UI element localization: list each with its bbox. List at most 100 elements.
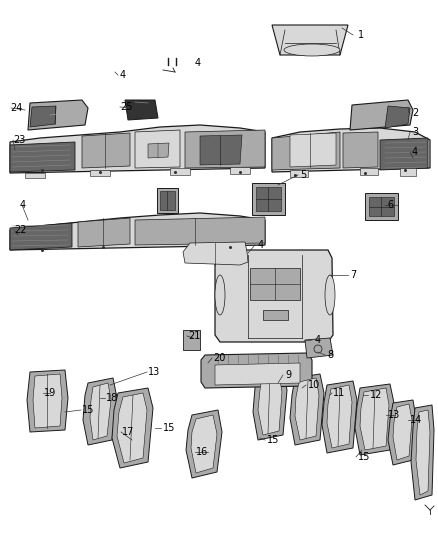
Polygon shape	[369, 197, 394, 216]
Polygon shape	[30, 106, 56, 127]
Polygon shape	[263, 310, 288, 320]
Polygon shape	[411, 405, 434, 500]
Text: 4: 4	[258, 240, 264, 250]
Polygon shape	[10, 213, 265, 250]
Text: 9: 9	[285, 370, 291, 380]
Text: 8: 8	[327, 350, 333, 360]
Text: 24: 24	[10, 103, 22, 113]
Polygon shape	[385, 106, 410, 128]
Polygon shape	[83, 378, 117, 445]
Polygon shape	[25, 173, 45, 178]
Polygon shape	[295, 378, 319, 440]
Text: 2: 2	[412, 108, 418, 118]
Polygon shape	[258, 374, 282, 435]
Polygon shape	[78, 218, 130, 247]
Text: 4: 4	[315, 335, 321, 345]
Text: 14: 14	[410, 415, 422, 425]
Text: 4: 4	[412, 147, 418, 157]
Polygon shape	[10, 223, 72, 250]
Ellipse shape	[284, 44, 340, 56]
Polygon shape	[215, 250, 333, 342]
Ellipse shape	[215, 275, 225, 315]
Text: 13: 13	[148, 367, 160, 377]
Polygon shape	[200, 135, 242, 165]
Polygon shape	[186, 410, 222, 478]
Polygon shape	[252, 183, 285, 215]
Polygon shape	[365, 193, 398, 220]
Text: 23: 23	[13, 135, 25, 145]
Polygon shape	[27, 370, 68, 432]
Text: 21: 21	[188, 331, 200, 341]
Polygon shape	[322, 381, 357, 453]
Polygon shape	[185, 130, 265, 168]
Polygon shape	[148, 143, 169, 158]
Polygon shape	[90, 383, 111, 440]
Text: 7: 7	[350, 270, 356, 280]
Polygon shape	[90, 170, 110, 176]
Polygon shape	[272, 128, 430, 172]
Text: 12: 12	[370, 390, 382, 400]
Polygon shape	[135, 217, 265, 245]
Polygon shape	[10, 142, 75, 172]
Polygon shape	[343, 132, 378, 168]
Polygon shape	[215, 363, 300, 385]
Text: 15: 15	[267, 435, 279, 445]
Polygon shape	[393, 404, 412, 460]
Ellipse shape	[314, 345, 322, 353]
Text: 6: 6	[387, 200, 393, 210]
Text: 15: 15	[82, 405, 94, 415]
Polygon shape	[157, 188, 178, 213]
Text: 25: 25	[120, 102, 133, 112]
Polygon shape	[112, 388, 153, 468]
Polygon shape	[28, 100, 88, 130]
Polygon shape	[360, 168, 378, 175]
Polygon shape	[183, 330, 200, 350]
Polygon shape	[355, 384, 394, 455]
Text: 4: 4	[20, 200, 26, 210]
Polygon shape	[10, 125, 265, 173]
Polygon shape	[290, 170, 308, 177]
Polygon shape	[360, 388, 389, 450]
Text: 17: 17	[122, 427, 134, 437]
Text: 5: 5	[300, 170, 306, 180]
Ellipse shape	[325, 275, 335, 315]
Text: 10: 10	[308, 380, 320, 390]
Text: 22: 22	[14, 225, 27, 235]
Polygon shape	[400, 168, 416, 176]
Polygon shape	[160, 191, 175, 210]
Polygon shape	[256, 187, 281, 211]
Polygon shape	[33, 374, 62, 428]
Polygon shape	[117, 393, 147, 463]
Polygon shape	[125, 100, 158, 120]
Polygon shape	[290, 133, 336, 167]
Polygon shape	[170, 168, 190, 175]
Polygon shape	[327, 385, 352, 448]
Text: 15: 15	[358, 452, 371, 462]
Polygon shape	[416, 410, 430, 495]
Polygon shape	[191, 415, 217, 473]
Polygon shape	[272, 25, 348, 55]
Polygon shape	[250, 268, 300, 300]
Polygon shape	[305, 338, 333, 358]
Text: 19: 19	[44, 388, 56, 398]
Polygon shape	[350, 100, 413, 130]
Polygon shape	[82, 133, 130, 168]
Text: 20: 20	[213, 353, 226, 363]
Text: 13: 13	[388, 410, 400, 420]
Polygon shape	[290, 374, 324, 445]
Polygon shape	[201, 353, 312, 388]
Polygon shape	[230, 167, 250, 174]
Polygon shape	[135, 130, 180, 168]
Text: 4: 4	[120, 70, 126, 80]
Text: 15: 15	[163, 423, 175, 433]
Text: 16: 16	[196, 447, 208, 457]
Polygon shape	[388, 400, 416, 465]
Polygon shape	[380, 138, 428, 170]
Text: 4: 4	[195, 58, 201, 68]
Text: 1: 1	[358, 30, 364, 40]
Text: 18: 18	[106, 393, 118, 403]
Polygon shape	[183, 242, 248, 265]
Polygon shape	[253, 370, 287, 440]
Text: 11: 11	[333, 388, 345, 398]
Polygon shape	[272, 132, 340, 170]
